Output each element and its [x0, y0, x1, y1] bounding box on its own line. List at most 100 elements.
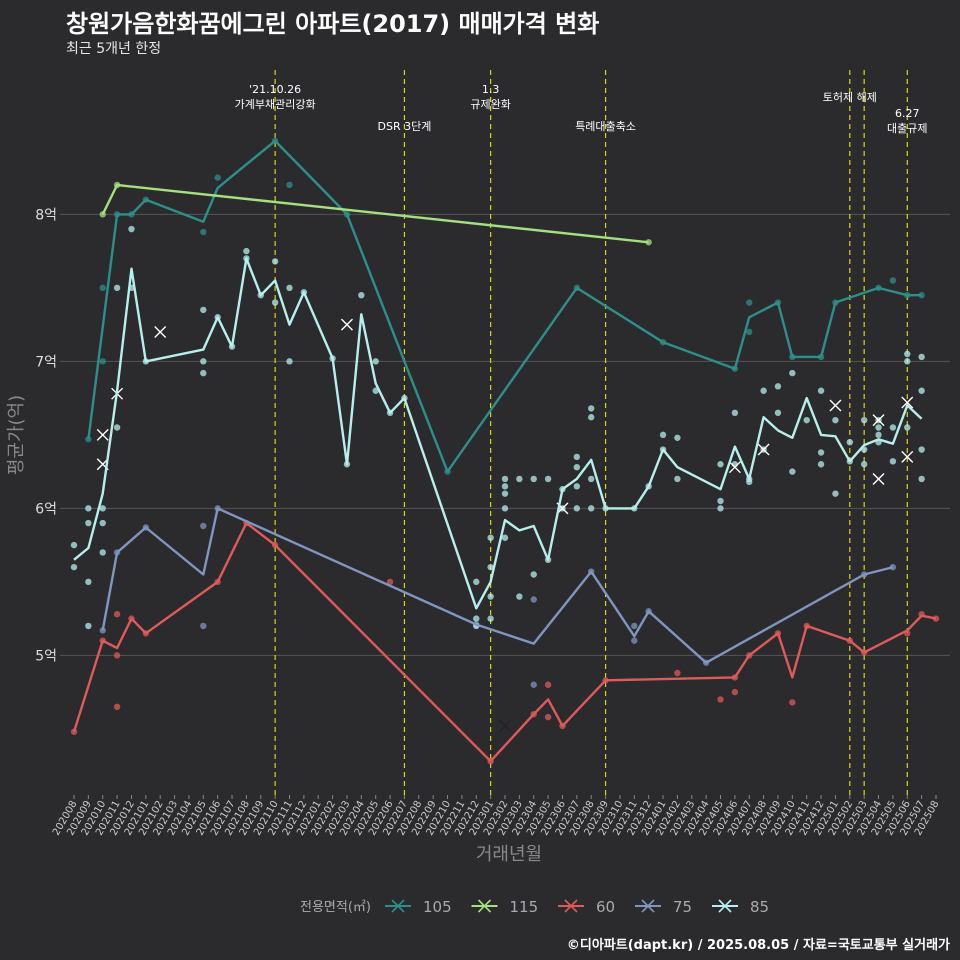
data-point-85	[271, 299, 279, 306]
data-point-75	[530, 596, 537, 603]
data-point-85	[473, 615, 480, 622]
cross-stroke	[901, 396, 914, 409]
series-line-115	[101, 183, 649, 244]
data-point-85	[516, 593, 523, 600]
data-point-60	[731, 688, 739, 696]
y-axis-title: 평균가(억)	[6, 395, 27, 475]
cross-stroke	[872, 472, 885, 485]
data-point-85	[573, 505, 581, 512]
data-point-60	[386, 578, 394, 586]
data-point-85	[286, 284, 293, 292]
data-point-85	[789, 369, 796, 377]
chart-title: 창원가음한화꿈에그린 아파트(2017) 매매가격 변화	[66, 10, 600, 38]
event-label: 가계부채관리강화	[235, 98, 316, 111]
data-point-85	[717, 505, 724, 512]
series-line-75	[101, 507, 894, 664]
cross-stroke	[757, 443, 770, 456]
data-point-85	[544, 475, 552, 483]
data-point-85	[99, 549, 106, 556]
event-label: 규제완화	[470, 98, 510, 111]
data-point-85	[918, 353, 925, 361]
data-point-85	[85, 505, 92, 512]
data-point-85	[271, 258, 279, 265]
legend-label: 60	[596, 898, 615, 916]
data-point-85	[487, 563, 494, 571]
cross-marker-85	[901, 396, 914, 409]
data-point-60	[717, 696, 724, 703]
event-label: 대출규제	[887, 122, 927, 135]
data-point-85	[358, 292, 365, 299]
data-point-85	[904, 358, 911, 365]
series-line-85	[73, 257, 923, 610]
cross-marker-85	[728, 461, 741, 474]
cross-marker-85	[340, 318, 353, 331]
legend-title: 전용면적(㎡)	[300, 900, 371, 915]
data-point-85	[243, 247, 250, 255]
data-point-85	[70, 563, 78, 571]
data-point-85	[99, 505, 106, 512]
event-label: 1.3	[482, 83, 500, 96]
legend-swatch-cross	[477, 899, 492, 913]
data-point-85	[99, 519, 106, 527]
legend-label: 85	[750, 898, 769, 916]
event-label: '21.10.26	[249, 83, 301, 96]
data-point-60	[789, 699, 796, 706]
legend-swatch-cross	[718, 899, 732, 913]
data-point-75	[200, 622, 207, 630]
data-point-105	[746, 299, 753, 306]
cross-marker-85	[154, 325, 167, 338]
cross-marker-85	[829, 399, 842, 412]
data-point-85	[501, 475, 509, 483]
data-point-85	[286, 358, 293, 365]
data-point-85	[128, 225, 135, 233]
data-point-85	[487, 593, 494, 600]
data-point-85	[860, 416, 868, 424]
legend-label: 115	[510, 898, 539, 916]
data-point-85	[85, 578, 92, 586]
data-point-85	[530, 571, 537, 578]
data-point-105	[918, 292, 925, 299]
data-point-85	[70, 541, 78, 549]
data-point-85	[717, 497, 724, 505]
y-tick-label: 6억	[35, 501, 57, 517]
legend-swatch-cross	[641, 899, 655, 913]
cross-marker-85	[901, 450, 914, 463]
cross-marker-85	[96, 428, 109, 441]
data-point-85	[573, 483, 581, 490]
data-point-85	[774, 383, 782, 390]
data-point-60	[113, 652, 121, 659]
data-point-85	[717, 461, 724, 468]
data-point-85	[487, 534, 494, 541]
data-point-85	[659, 431, 667, 439]
data-point-105	[746, 328, 753, 336]
data-point-85	[803, 416, 810, 424]
cross-marker-85	[872, 414, 885, 427]
series-line-60	[72, 521, 937, 763]
legend-item-115: 115	[471, 898, 539, 916]
data-point-85	[85, 622, 92, 630]
data-point-105	[200, 228, 207, 236]
y-tick-label: 7억	[35, 354, 57, 370]
data-point-85	[918, 387, 925, 394]
data-point-75	[530, 681, 537, 688]
data-point-85	[832, 416, 839, 424]
data-point-85	[372, 358, 379, 365]
data-point-85	[875, 431, 882, 439]
data-point-85	[588, 414, 595, 421]
data-point-85	[746, 478, 753, 486]
chart-subtitle: 최근 5개년 한정	[66, 41, 162, 57]
data-point-85	[588, 505, 595, 512]
data-point-60	[113, 610, 121, 618]
data-point-85	[817, 461, 825, 468]
cross-stroke	[728, 461, 741, 474]
data-point-60	[544, 713, 552, 721]
data-point-85	[889, 424, 897, 431]
cross-stroke	[872, 414, 885, 427]
cross-stroke	[154, 325, 167, 338]
cross-marker-85	[757, 443, 770, 456]
event-label: 토허제 해제	[823, 90, 877, 104]
x-axis-title: 거래년월	[476, 844, 542, 865]
cross-stroke	[499, 719, 511, 732]
data-point-85	[774, 409, 782, 416]
